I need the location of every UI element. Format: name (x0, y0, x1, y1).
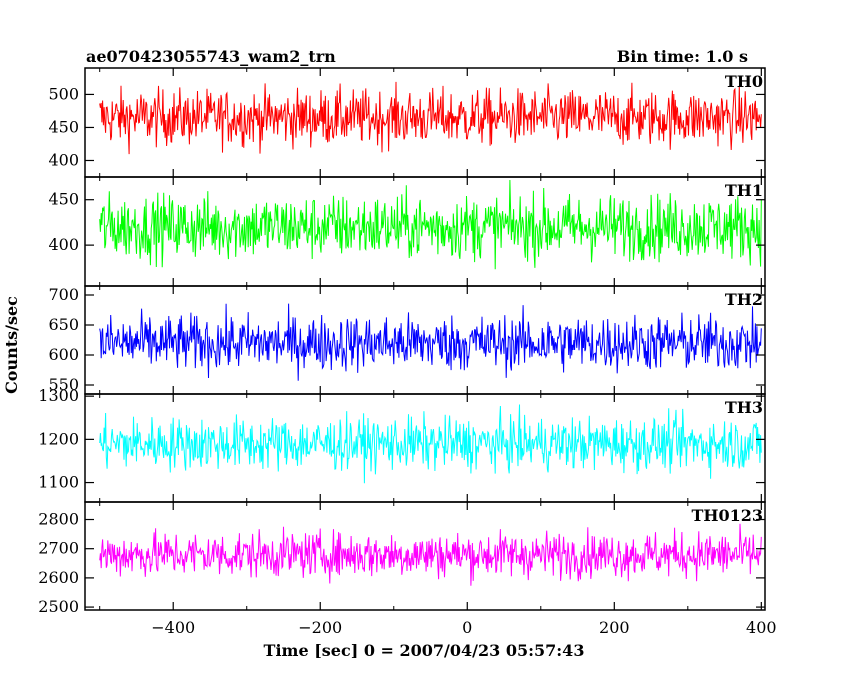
x-axis-label: Time [sec] 0 = 2007/04/23 05:57:43 (264, 641, 585, 660)
y-tick-label: 550 (48, 375, 79, 394)
y-tick-label: 400 (48, 235, 79, 254)
y-tick-label: 450 (48, 190, 79, 209)
panel-th3: 1100 1200 1300 TH3 (38, 386, 766, 503)
y-tick-label: 400 (48, 150, 79, 169)
y-tick-label: 1100 (38, 473, 79, 492)
panels-group: 400 450 500 TH0 400 450 TH1 550 600 650 700 TH2 1100… (38, 67, 777, 637)
panel-th2: 550 600 650 700 TH2 (48, 285, 766, 395)
y-tick-label: 600 (48, 345, 79, 364)
y-tick-label: 450 (48, 117, 79, 136)
panel-label: TH2 (725, 290, 763, 309)
y-tick-label: 2600 (38, 568, 79, 587)
y-tick-label: 500 (48, 84, 79, 103)
y-tick-label: 2500 (38, 597, 79, 616)
x-tick-label: 200 (599, 618, 630, 637)
panel-th1: 400 450 TH1 (48, 176, 766, 287)
figure-title: ae070423055743_wam2_trn (86, 47, 336, 66)
series-line-th0123 (99, 523, 762, 586)
x-tick-label: −200 (298, 618, 342, 637)
y-axis-label: Counts/sec (2, 296, 21, 394)
x-tick-label: 0 (462, 618, 472, 637)
series-line-th1 (99, 179, 762, 270)
x-tick-label: −400 (151, 618, 195, 637)
x-tick-label: 400 (746, 618, 777, 637)
panel-frame (84, 501, 766, 611)
panel-label: TH3 (725, 398, 763, 417)
y-tick-label: 2700 (38, 539, 79, 558)
series-line-th2 (99, 303, 762, 381)
panel-label: TH0123 (691, 506, 763, 525)
y-tick-label: 700 (48, 285, 79, 304)
panel-th0123: 2500 2600 2700 2800 TH0123 (38, 501, 766, 616)
y-tick-label: 650 (48, 315, 79, 334)
series-line-th3 (99, 404, 762, 484)
series-line-th0 (99, 81, 762, 155)
bin-time-label: Bin time: 1.0 s (617, 47, 748, 66)
panel-label: TH1 (725, 181, 763, 200)
y-tick-label: 1300 (38, 386, 79, 405)
y-tick-label: 2800 (38, 510, 79, 529)
panel-th0: 400 450 500 TH0 (48, 67, 766, 178)
panel-label: TH0 (725, 72, 763, 91)
y-tick-label: 1200 (38, 429, 79, 448)
